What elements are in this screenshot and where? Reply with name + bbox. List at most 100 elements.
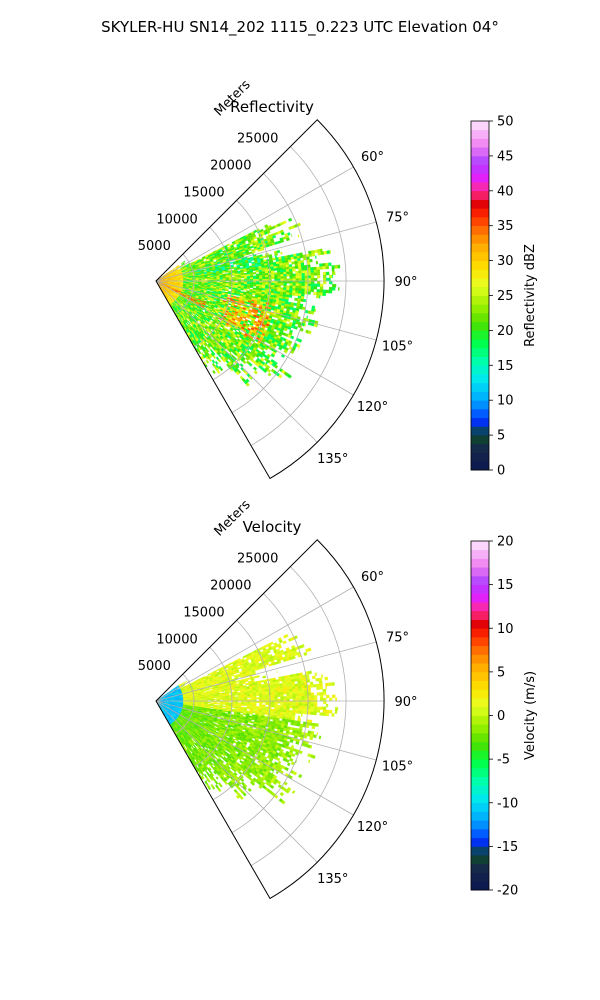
radar-gate [293, 678, 298, 682]
radar-gate [243, 288, 248, 291]
colorbar-segment [471, 339, 489, 349]
radar-gate [260, 679, 264, 683]
radar-gate [255, 270, 260, 273]
radar-gate [262, 277, 266, 280]
radar-gate [289, 290, 293, 294]
colorbar-tick-label: 20 [497, 324, 514, 339]
radar-gate [266, 230, 271, 234]
radar-gate [295, 290, 299, 294]
radar-gate [300, 685, 305, 689]
radar-gate [318, 680, 323, 684]
radar-gate [292, 285, 296, 289]
radar-gate [209, 687, 213, 690]
radar-gate [265, 274, 269, 278]
radar-gate [295, 270, 299, 274]
radar-gate [308, 670, 312, 675]
radar-gate [245, 682, 249, 686]
radar-gate [331, 287, 336, 291]
radar-gate [277, 282, 281, 286]
colorbar-segment [471, 243, 489, 253]
radar-gates [155, 217, 341, 387]
radar-gate [272, 235, 277, 239]
radar-gate [250, 277, 254, 280]
radar-gate [290, 234, 293, 237]
colorbar-segment [471, 374, 489, 384]
radar-gate [337, 264, 341, 269]
radar-gate [252, 292, 256, 296]
radar-gate [294, 293, 299, 297]
radar-gate [282, 220, 287, 225]
radar-gate [273, 268, 278, 271]
colorbar-segment [471, 295, 489, 305]
radar-gate [310, 269, 315, 274]
radar-gate [325, 682, 329, 687]
radar-gate [298, 270, 302, 274]
radar-gate [301, 270, 305, 274]
radar-gate [222, 278, 227, 280]
radar-gate [214, 360, 219, 365]
radar-gate [274, 274, 278, 278]
radar-gate [259, 277, 263, 280]
radar-gate [291, 681, 295, 685]
radar-gate [297, 265, 302, 269]
radar-gate [294, 265, 299, 269]
radar-gate [236, 267, 241, 270]
radar-gate [325, 262, 329, 267]
radar-gate [252, 284, 257, 287]
radar-gate [314, 255, 317, 259]
radar-gate [237, 689, 241, 692]
radar-gate [288, 266, 293, 270]
radar-gate [256, 275, 260, 278]
radar-gate [271, 274, 275, 278]
panel-title: Velocity [243, 518, 302, 536]
radar-gate [233, 293, 238, 296]
radar-gate [298, 268, 302, 272]
radar-gate [300, 298, 304, 302]
radar-gate [277, 274, 281, 277]
colorbar-segment [471, 435, 489, 445]
radar-gate [319, 263, 323, 267]
radar-gate [280, 283, 284, 286]
radar-gate [319, 289, 324, 293]
colorbar-segment [471, 121, 489, 131]
colorbar-segment [471, 408, 489, 419]
radar-gate [306, 315, 309, 319]
radar-gate [331, 682, 335, 686]
radar-gate [277, 272, 281, 275]
range-tick-label: 10000 [156, 212, 197, 227]
colorbar-segment [471, 278, 489, 288]
radar-gate [310, 283, 315, 287]
radar-gate [304, 278, 309, 282]
radar-gate [329, 250, 332, 254]
radar-gate [275, 301, 279, 305]
colorbar-segment [471, 417, 489, 427]
radar-gate [313, 286, 318, 290]
radar-gate [292, 273, 296, 277]
radar-gate [323, 280, 327, 285]
colorbar-segment [471, 225, 489, 235]
radar-gate [311, 675, 316, 680]
radar-gate [316, 683, 320, 688]
radar-gate [298, 290, 302, 294]
radar-gate [319, 266, 323, 270]
radar-gate [324, 676, 329, 681]
radar-gate [295, 283, 300, 287]
radar-gate [329, 280, 333, 285]
radar-gate [207, 673, 211, 676]
radar-gate [332, 283, 336, 288]
radar-gate [292, 268, 296, 272]
colorbar-tick-label: 50 [497, 115, 514, 130]
radar-gate [313, 684, 317, 688]
azimuth-tick-label: 60° [361, 150, 384, 165]
radar-gate [183, 262, 185, 264]
radar-gate [334, 264, 339, 269]
colorbar-segment [471, 443, 489, 453]
radar-gate [288, 686, 293, 690]
radar-gate [313, 266, 317, 271]
radar-gate [271, 282, 275, 286]
radar-gate [283, 271, 287, 275]
radar-gate [274, 272, 278, 275]
radar-gate [289, 285, 293, 289]
radar-gate [307, 280, 312, 284]
radar-gate [289, 268, 293, 272]
